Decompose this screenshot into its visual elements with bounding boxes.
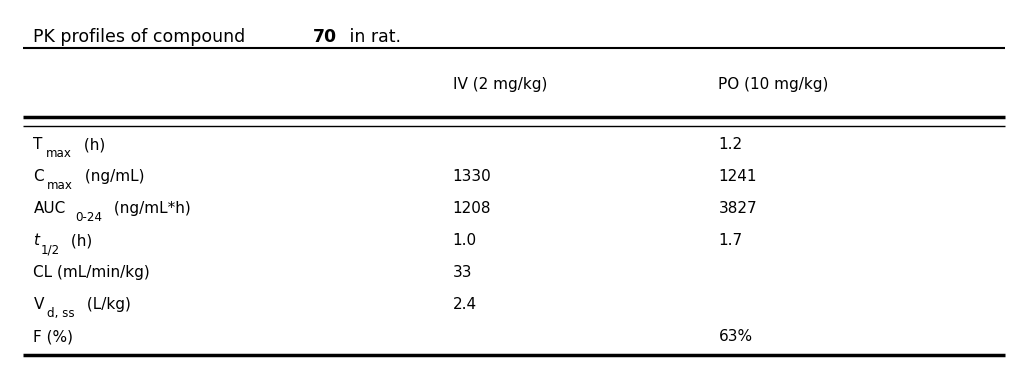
Text: AUC: AUC — [34, 201, 66, 216]
Text: C: C — [34, 169, 44, 184]
Text: t: t — [34, 233, 39, 248]
Text: max: max — [47, 179, 73, 192]
Text: T: T — [34, 137, 43, 152]
Text: 63%: 63% — [719, 329, 752, 344]
Text: F (%): F (%) — [34, 329, 73, 344]
Text: V: V — [34, 297, 44, 312]
Text: 1.7: 1.7 — [719, 233, 742, 248]
Text: (ng/mL): (ng/mL) — [80, 169, 145, 184]
Text: (ng/mL*h): (ng/mL*h) — [110, 201, 191, 216]
Text: IV (2 mg/kg): IV (2 mg/kg) — [452, 77, 547, 92]
Text: (L/kg): (L/kg) — [82, 297, 132, 312]
Text: (h): (h) — [66, 233, 93, 248]
Text: 1330: 1330 — [452, 169, 491, 184]
Text: 1208: 1208 — [452, 201, 491, 216]
Text: 1/2: 1/2 — [41, 244, 61, 256]
Text: 0-24: 0-24 — [75, 211, 102, 224]
Text: 1.0: 1.0 — [452, 233, 477, 248]
Text: max: max — [45, 148, 71, 161]
Text: CL (mL/min/kg): CL (mL/min/kg) — [34, 265, 150, 280]
Text: PK profiles of compound: PK profiles of compound — [34, 28, 251, 46]
Text: 3827: 3827 — [719, 201, 757, 216]
Text: d, ss: d, ss — [46, 307, 74, 320]
Text: 33: 33 — [452, 265, 472, 280]
Text: 2.4: 2.4 — [452, 297, 477, 312]
Text: 1241: 1241 — [719, 169, 757, 184]
Text: PO (10 mg/kg): PO (10 mg/kg) — [719, 77, 829, 92]
Text: 1.2: 1.2 — [719, 137, 742, 152]
Text: 70: 70 — [313, 28, 337, 46]
Text: (h): (h) — [79, 137, 105, 152]
Text: in rat.: in rat. — [343, 28, 401, 46]
